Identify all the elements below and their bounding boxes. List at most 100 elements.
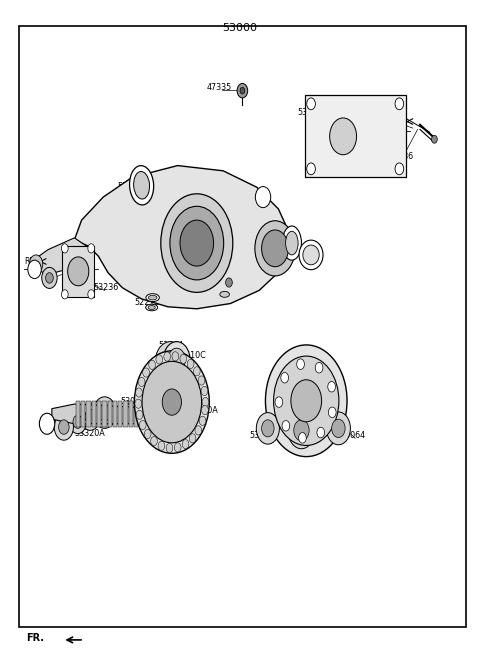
Bar [305,95,406,177]
Circle shape [288,412,315,449]
Circle shape [201,386,208,396]
Bar [144,401,149,427]
Circle shape [395,98,404,110]
Text: 53320B: 53320B [298,108,328,117]
Circle shape [328,407,336,418]
Circle shape [136,388,143,397]
Text: 53064: 53064 [158,340,183,350]
Text: 53064: 53064 [341,431,366,440]
Circle shape [161,194,233,292]
Circle shape [29,255,43,273]
Bar [108,401,112,427]
Text: FR.: FR. [26,633,44,643]
Circle shape [332,419,345,438]
Circle shape [328,382,336,392]
Circle shape [275,397,283,407]
Ellipse shape [299,240,323,269]
Circle shape [39,413,55,434]
Circle shape [195,426,202,435]
Circle shape [307,163,315,175]
Text: 53325: 53325 [89,418,114,427]
Circle shape [139,420,146,430]
Circle shape [73,415,83,428]
Ellipse shape [282,226,301,260]
Circle shape [187,359,194,369]
Circle shape [170,206,224,280]
Bar [134,401,138,427]
Bar [81,401,85,427]
Circle shape [282,420,290,431]
Circle shape [307,98,315,110]
Text: 52212: 52212 [235,271,261,280]
Circle shape [202,397,209,407]
Text: 53094: 53094 [290,246,316,255]
Text: 53236: 53236 [94,283,119,292]
Text: 52213A: 52213A [134,298,165,307]
Text: 53000: 53000 [223,23,257,33]
Circle shape [395,163,404,175]
Circle shape [180,220,214,266]
Circle shape [237,83,248,98]
Circle shape [226,278,232,287]
Text: 53410: 53410 [283,369,308,378]
Circle shape [432,135,437,143]
Text: 53610C: 53610C [175,351,206,360]
Circle shape [59,420,69,434]
Polygon shape [52,404,163,424]
Ellipse shape [133,171,150,199]
Text: REF.20-216: REF.20-216 [24,257,66,266]
Circle shape [142,361,202,443]
Text: 53040A: 53040A [120,397,151,406]
Circle shape [291,380,322,422]
Text: 53352: 53352 [118,181,143,191]
Circle shape [61,244,68,253]
Bar [139,401,144,427]
Circle shape [134,351,209,453]
Text: 53885: 53885 [137,288,162,297]
Circle shape [193,367,200,376]
Circle shape [262,230,288,267]
Circle shape [240,87,245,94]
Text: 53352A: 53352A [271,234,302,243]
Circle shape [297,359,304,369]
Bar [118,401,122,427]
Circle shape [135,399,142,408]
Text: 53086: 53086 [389,152,414,161]
Circle shape [315,363,323,373]
Circle shape [88,244,95,253]
Circle shape [330,118,357,155]
Bar [62,246,94,297]
Circle shape [198,376,205,385]
Circle shape [61,290,68,299]
Text: 52216: 52216 [230,281,256,290]
Circle shape [149,360,156,369]
Text: A: A [45,421,49,426]
Circle shape [299,432,306,443]
Circle shape [156,355,163,364]
Bar [123,401,128,427]
Text: 53210A: 53210A [187,406,218,415]
Polygon shape [74,166,288,309]
Text: 55732: 55732 [355,108,381,117]
Circle shape [274,356,339,445]
Circle shape [255,187,271,208]
Text: 53220: 53220 [62,273,88,283]
Text: 53610C: 53610C [298,431,328,440]
Circle shape [317,427,324,438]
Ellipse shape [146,304,157,311]
Bar [86,401,91,427]
Ellipse shape [130,166,154,205]
Bar [129,401,133,427]
Circle shape [162,389,181,415]
Text: 47335: 47335 [206,83,232,92]
Text: 53110B: 53110B [166,189,196,198]
Circle shape [69,410,86,434]
Circle shape [202,405,208,415]
Circle shape [54,414,73,440]
Ellipse shape [148,296,157,300]
Text: A: A [32,267,36,272]
Circle shape [98,404,111,421]
Circle shape [164,352,170,361]
Circle shape [262,420,274,437]
Circle shape [182,440,189,449]
